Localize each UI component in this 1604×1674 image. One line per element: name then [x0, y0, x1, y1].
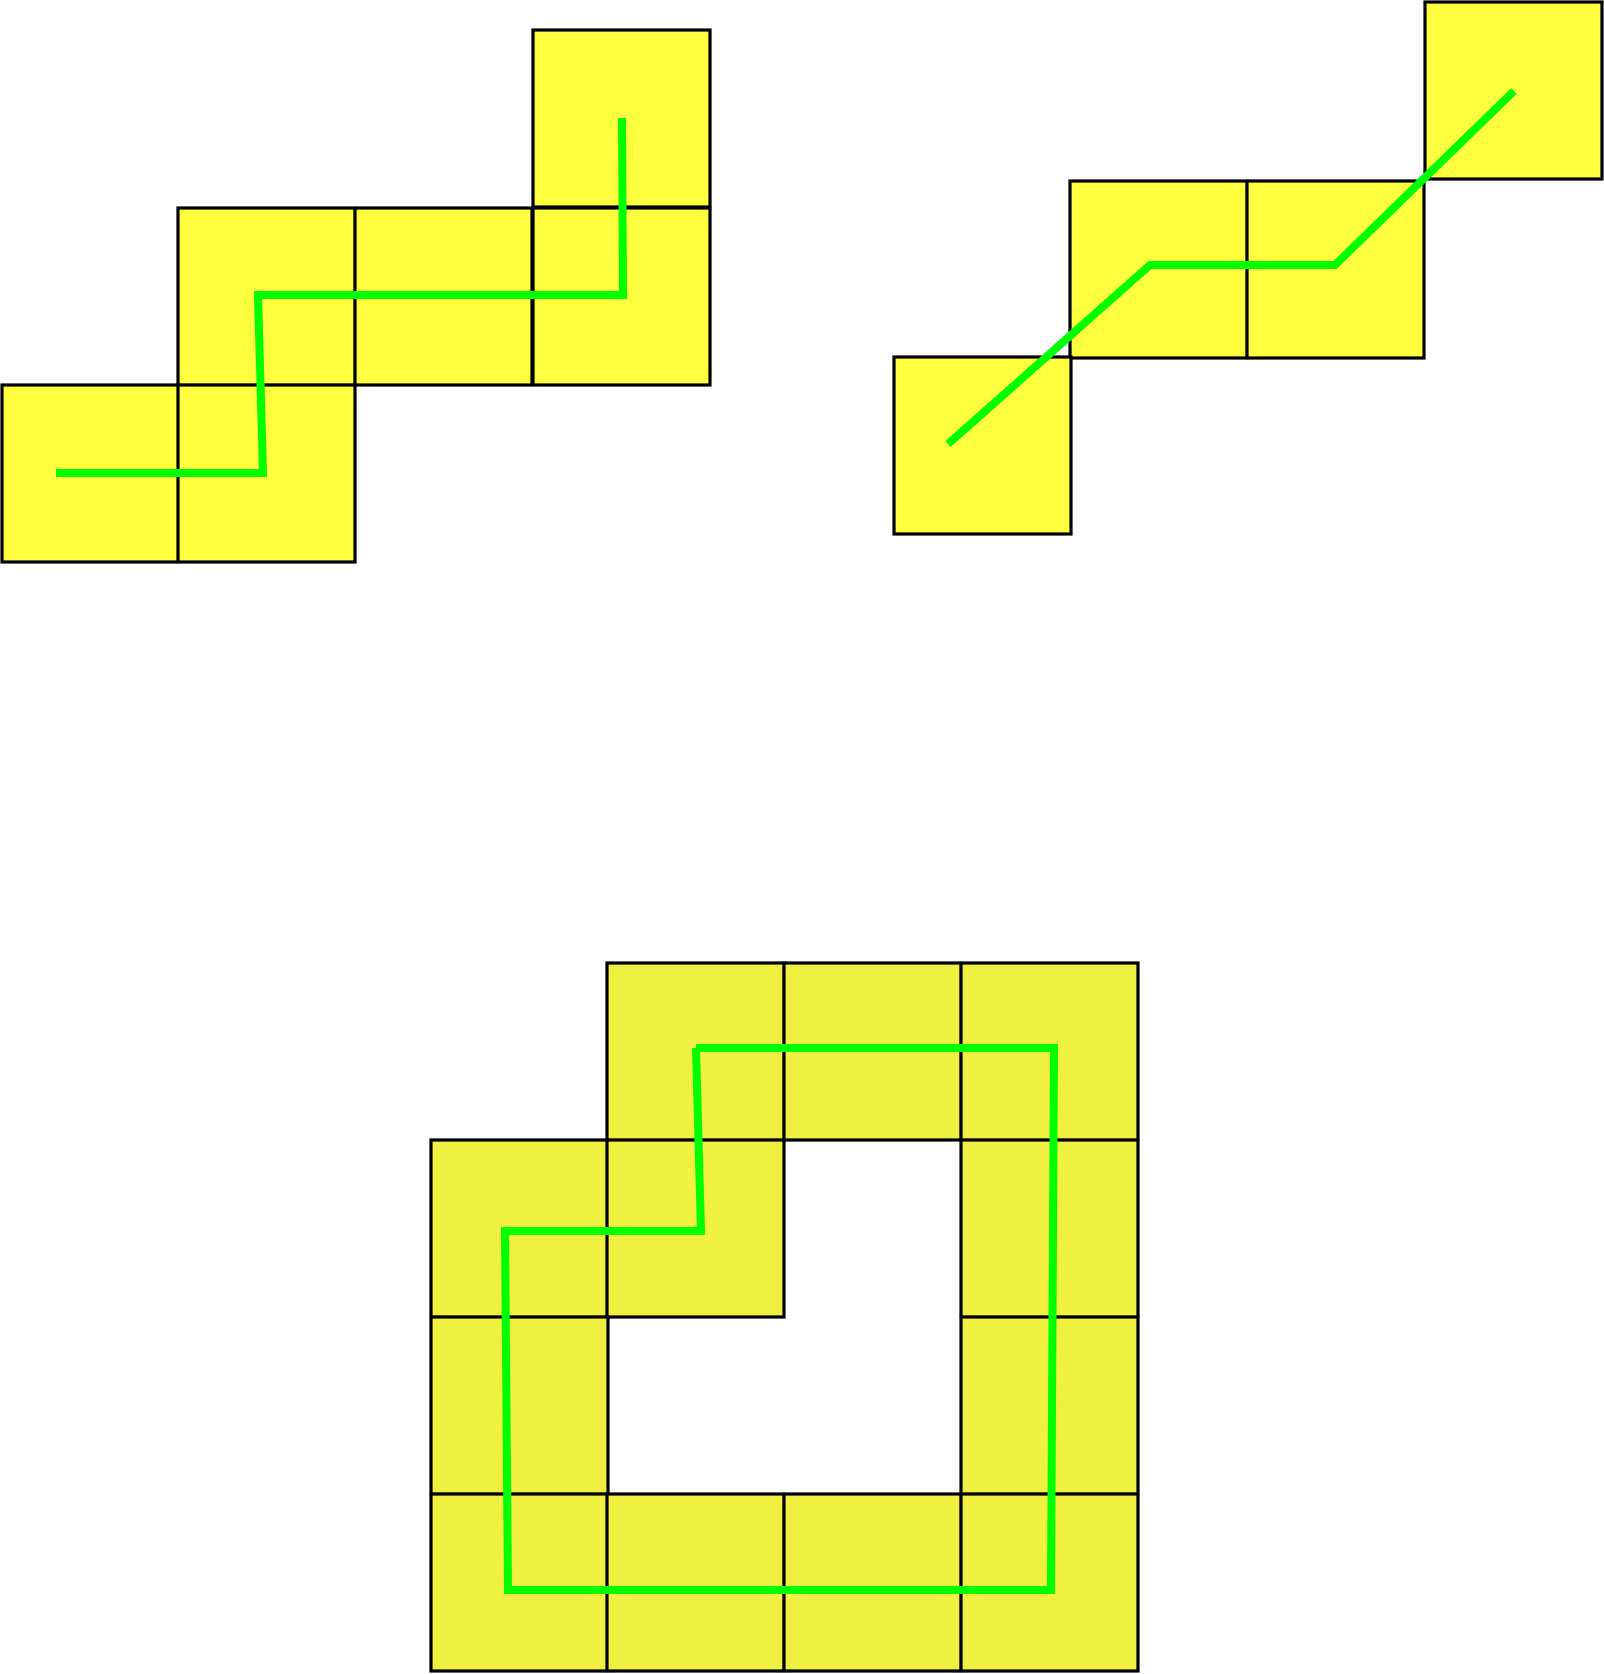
loop-path-figure: [429, 961, 1140, 1673]
zigzag-green-path: [56, 117, 628, 477]
diagonal-cell: [1068, 179, 1249, 360]
loop-cell: [429, 1315, 610, 1496]
loop-cell: [782, 1492, 963, 1673]
diagonal-cell: [892, 355, 1073, 536]
diagonal-green-path: [945, 88, 1517, 447]
loop-green-path: [500, 1044, 1059, 1594]
diagonal-path-figure: [892, 0, 1604, 536]
loop-cell: [429, 1492, 610, 1673]
zigzag-path-figure: [0, 28, 712, 564]
loop-cell: [605, 1492, 786, 1673]
